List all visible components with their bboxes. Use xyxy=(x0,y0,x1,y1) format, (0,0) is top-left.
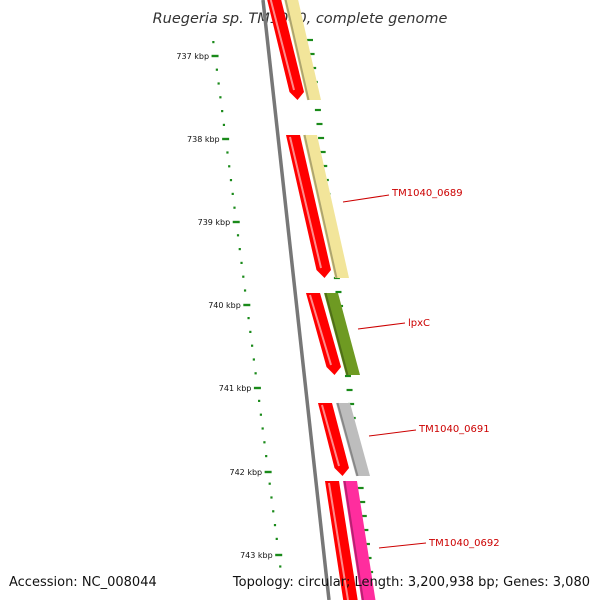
gene-feature-bar[interactable] xyxy=(283,0,321,100)
gene-feature-bar[interactable] xyxy=(324,293,360,375)
ruler-dot xyxy=(243,289,247,292)
ruler-dot xyxy=(254,372,257,375)
ruler-dot xyxy=(250,344,254,347)
arrow-highlight xyxy=(289,136,322,269)
bar-shadow-edge xyxy=(303,134,338,279)
bar-shadow-edge xyxy=(336,402,359,477)
ruler-dot xyxy=(231,192,234,195)
ruler-dot xyxy=(219,96,222,99)
ruler-dot xyxy=(279,565,282,568)
gene-leader-line xyxy=(378,542,427,549)
gene-label-group[interactable]: TM1040_0689 xyxy=(342,188,463,203)
ruler-dot xyxy=(217,82,220,85)
ruler-dot xyxy=(273,524,277,527)
gene-feature[interactable] xyxy=(325,480,377,600)
gene-feature[interactable] xyxy=(266,0,321,101)
gene-leader-line xyxy=(368,429,417,437)
ruler-dot xyxy=(261,427,264,430)
gene-label-group[interactable]: TM1040_0692 xyxy=(378,538,500,549)
ruler-dot xyxy=(215,68,218,71)
ruler-tick-label: 738 kbp xyxy=(187,135,220,144)
gene-label[interactable]: lpxC xyxy=(408,318,430,329)
bar-shadow-edge xyxy=(343,480,364,600)
bar-shadow-edge xyxy=(284,0,310,101)
backbone-line xyxy=(261,0,331,600)
ruler-dot xyxy=(240,261,243,264)
gene-label-group[interactable]: lpxC xyxy=(357,318,430,330)
gene-leader-line xyxy=(357,322,406,330)
ruler-dot xyxy=(275,537,278,540)
genome-backbone xyxy=(261,0,331,600)
ruler-dot xyxy=(258,399,261,402)
gene-feature-bar[interactable] xyxy=(343,481,377,600)
ruler-dot xyxy=(249,330,252,333)
ruler-dot xyxy=(229,179,233,182)
ruler-dot xyxy=(259,413,262,416)
gene-feature[interactable] xyxy=(306,292,360,376)
gene-label[interactable]: TM1040_0689 xyxy=(391,188,463,199)
ruler-tick-label: 742 kbp xyxy=(230,468,263,477)
genome-summary-text: Topology: circular; Length: 3,200,938 bp… xyxy=(232,575,590,590)
ruler-dot xyxy=(247,317,250,320)
gene-feature-bar[interactable] xyxy=(303,135,349,278)
ruler-dot xyxy=(222,123,226,126)
ruler-tick-label: 743 kbp xyxy=(240,551,273,560)
gene-labels: TM1040_0689 lpxC TM1040_0691 TM1040_0692 xyxy=(342,188,500,549)
ruler-tick-label: 741 kbp xyxy=(219,384,252,393)
ruler-dot xyxy=(221,110,224,113)
arrow-highlight xyxy=(328,482,349,600)
ruler-tick-label: 739 kbp xyxy=(198,218,231,227)
ruler-dot xyxy=(272,510,275,513)
ruler-dot xyxy=(265,455,268,458)
gene-track xyxy=(266,0,377,600)
gene-leader-line xyxy=(342,194,390,203)
ruler-dot xyxy=(236,234,240,237)
ruler-dot xyxy=(268,482,271,485)
ruler-dot xyxy=(233,206,236,209)
ruler-tick-label: 737 kbp xyxy=(176,52,209,61)
bar-shadow-edge xyxy=(324,292,349,376)
gene-feature[interactable] xyxy=(286,134,349,279)
ruler-dot xyxy=(270,496,273,499)
accession-text: Accession: NC_008044 xyxy=(9,575,157,590)
gene-label[interactable]: TM1040_0692 xyxy=(428,538,500,549)
ruler-dot xyxy=(212,41,215,44)
ruler-dot xyxy=(263,441,266,444)
arrow-highlight xyxy=(321,404,340,467)
gene-feature-bar[interactable] xyxy=(336,403,370,476)
arrow-highlight xyxy=(309,294,332,366)
gene-label-group[interactable]: TM1040_0691 xyxy=(368,424,490,437)
ruler-dot xyxy=(242,275,245,278)
ruler-dot xyxy=(226,151,229,154)
ruler-tick-label: 740 kbp xyxy=(208,301,241,310)
ruler-dot xyxy=(252,358,255,361)
arrow-highlight xyxy=(269,0,295,91)
ruler-dot xyxy=(238,248,241,251)
gene-feature[interactable] xyxy=(318,402,370,477)
ruler-dot xyxy=(228,165,231,168)
gene-label[interactable]: TM1040_0691 xyxy=(418,424,490,435)
